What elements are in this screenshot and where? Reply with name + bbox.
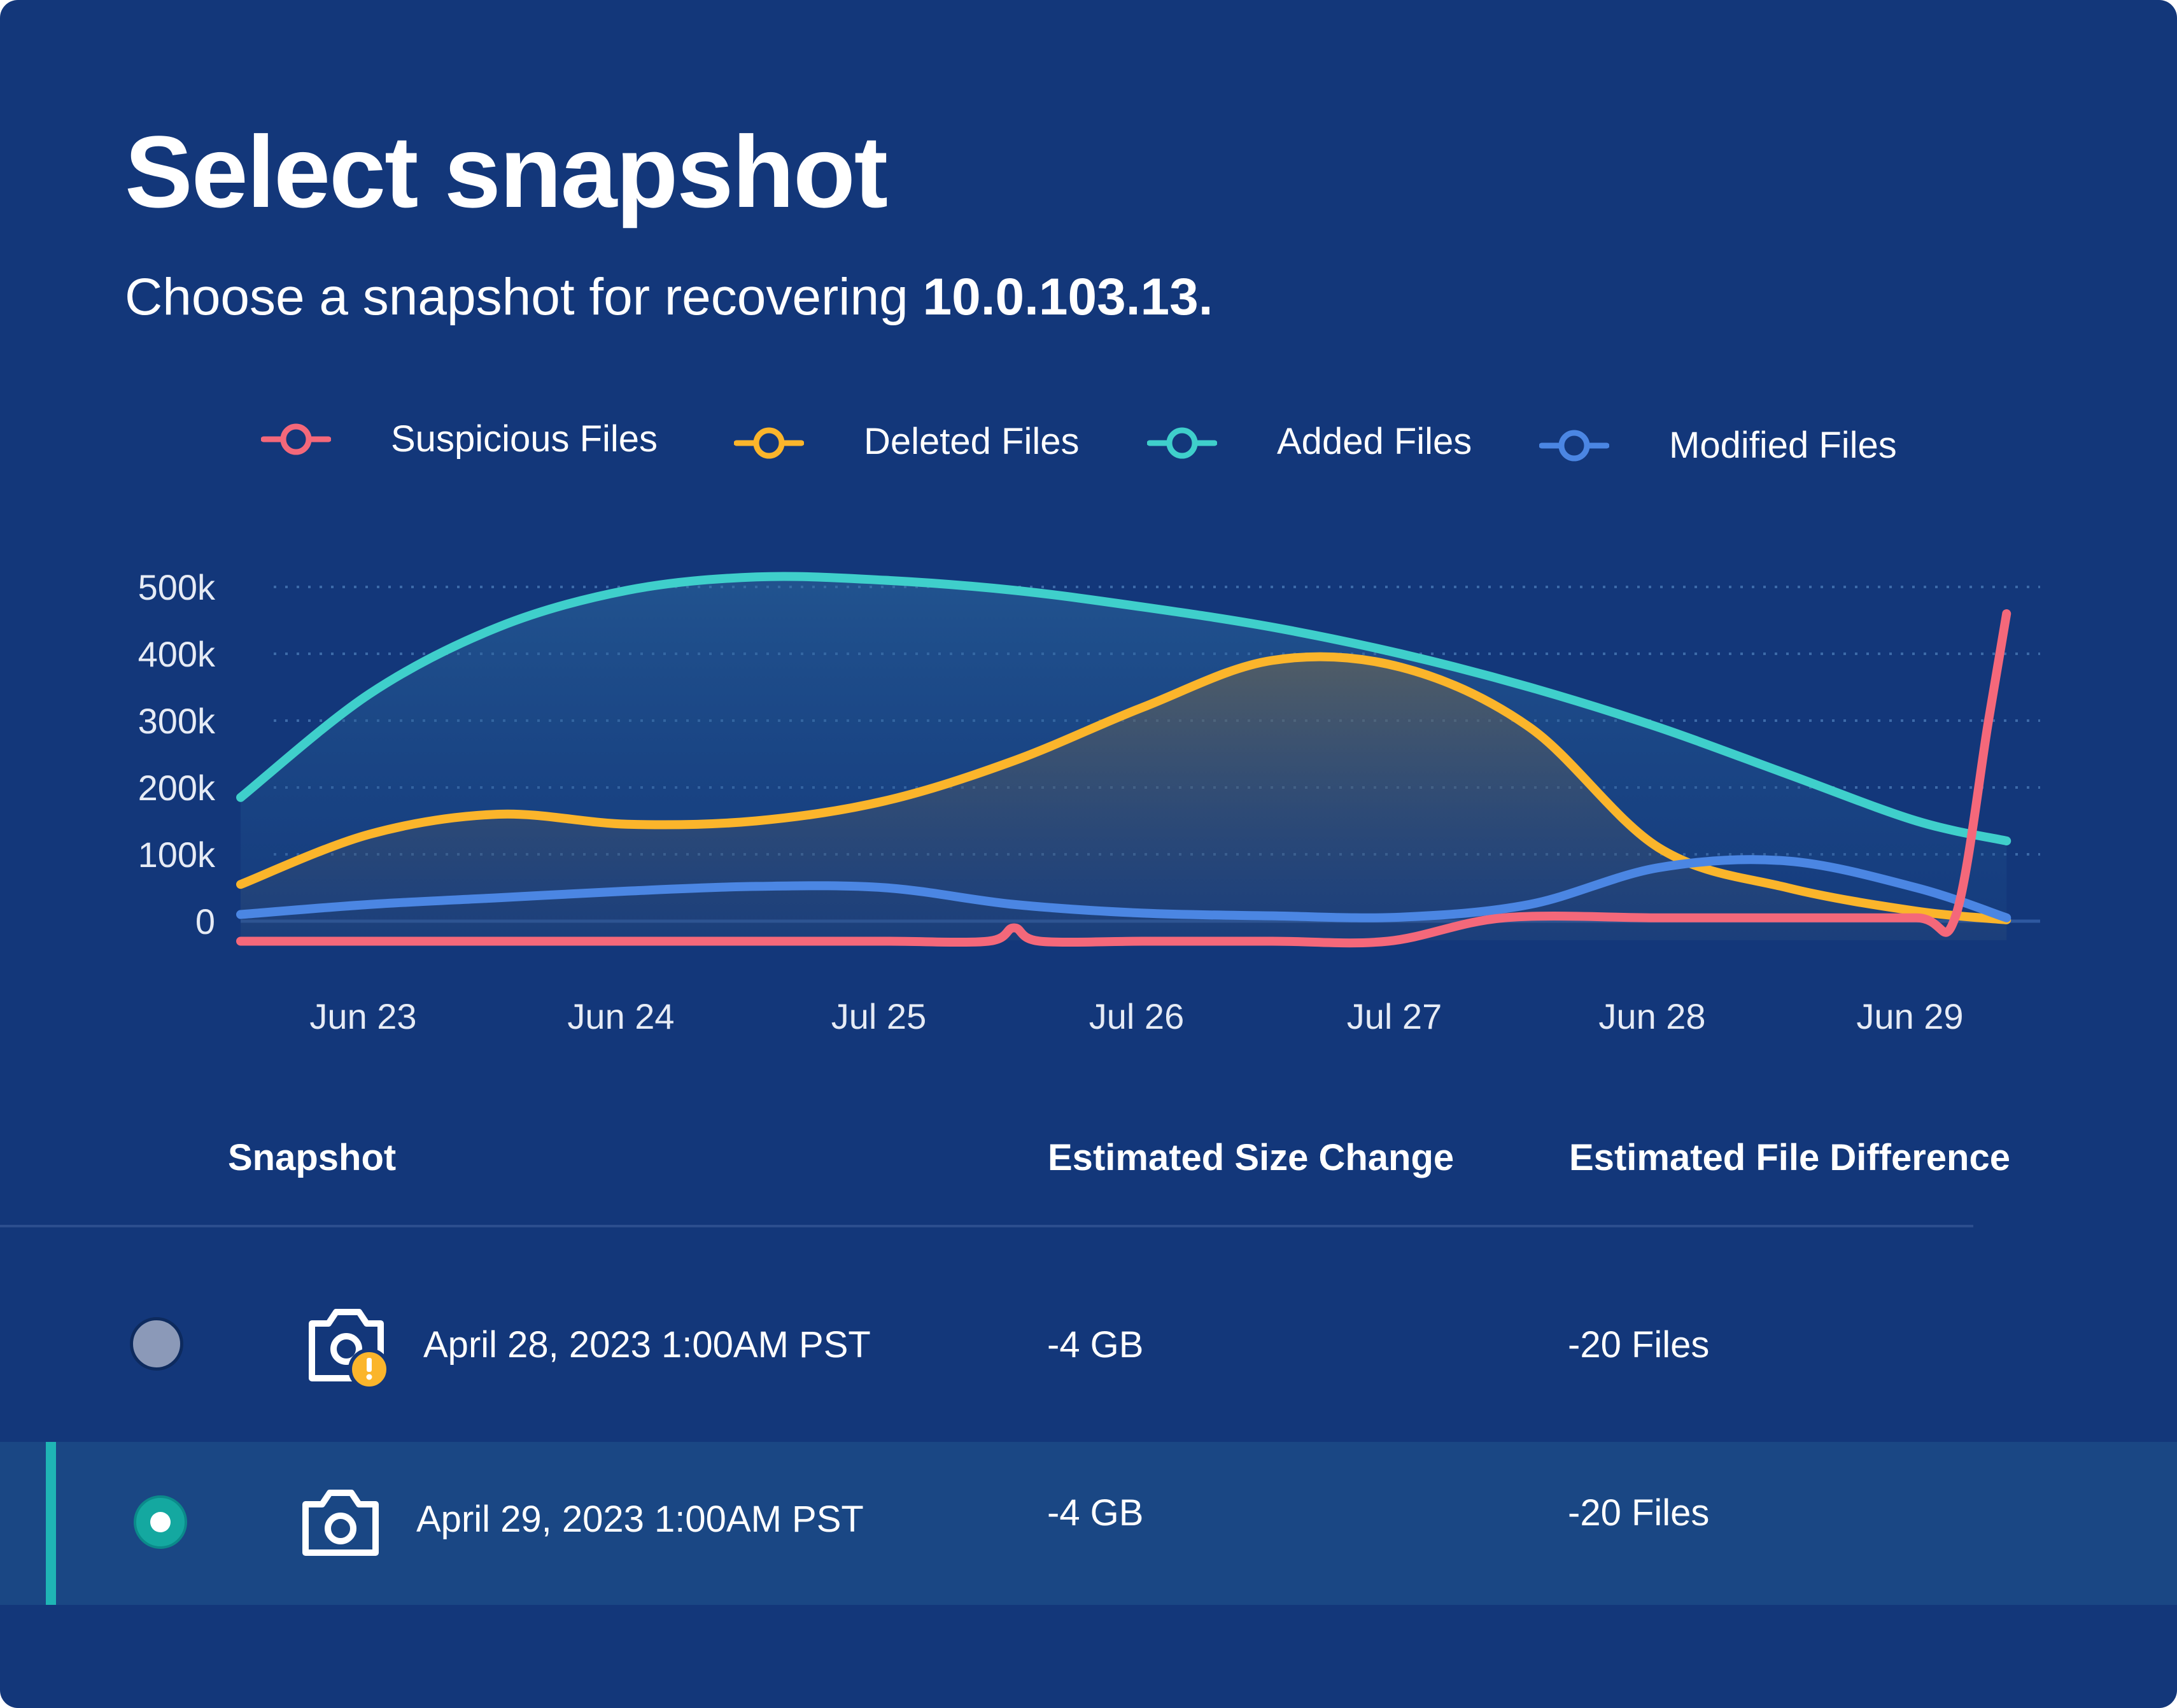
table-divider [0, 1225, 1973, 1227]
snapshot-radio[interactable] [130, 1317, 183, 1371]
snapshot-date: April 28, 2023 1:00AM PST [423, 1324, 871, 1366]
file-difference: -20 Files [1568, 1492, 1710, 1534]
chart-lines [236, 572, 2011, 948]
suspicious-files-line[interactable] [236, 609, 2011, 948]
y-tick-label: 500k [138, 567, 216, 607]
y-tick-label: 400k [138, 634, 216, 674]
column-header-file-difference[interactable]: Estimated File Difference [1569, 1137, 2010, 1178]
x-tick-label: Jun 29 [1856, 996, 1963, 1036]
subtitle-host: 10.0.103.13. [922, 268, 1213, 326]
size-change: -4 GB [1047, 1492, 1144, 1534]
modified-files-line[interactable] [236, 855, 2011, 922]
page-subtitle: Choose a snapshot for recovering 10.0.10… [125, 267, 1213, 327]
x-tick-label: Jul 27 [1347, 996, 1442, 1036]
file-difference: -20 Files [1568, 1324, 1710, 1366]
x-tick-label: Jun 24 [567, 996, 674, 1036]
y-tick-label: 200k [138, 768, 216, 808]
deleted-files-line[interactable] [236, 652, 2011, 924]
snapshot-date: April 29, 2023 1:00AM PST [416, 1499, 864, 1540]
selection-accent [46, 1442, 56, 1605]
subtitle-text: Choose a snapshot for recovering [125, 268, 923, 326]
y-tick-label: 300k [138, 701, 216, 741]
chart-areas [241, 576, 2007, 940]
x-tick-label: Jul 25 [831, 996, 926, 1036]
legend-label: Suspicious Files [391, 418, 658, 460]
x-tick-label: Jun 23 [309, 996, 416, 1036]
legend-marker-icon [1147, 427, 1217, 459]
legend-marker-icon [734, 427, 804, 459]
legend-marker-icon [261, 423, 331, 455]
x-tick-label: Jun 28 [1598, 996, 1705, 1036]
snapshot-radio-selected[interactable] [134, 1495, 187, 1549]
page-title: Select snapshot [125, 115, 888, 229]
legend-marker-icon [1539, 430, 1609, 462]
legend-label: Deleted Files [864, 421, 1080, 462]
added-files-line[interactable] [236, 572, 2011, 845]
size-change: -4 GB [1047, 1324, 1144, 1366]
y-tick-label: 100k [138, 835, 216, 875]
table-row[interactable]: April 28, 2023 1:00AM PST -4 GB -20 File… [0, 1262, 2177, 1425]
y-tick-label: 0 [195, 901, 215, 942]
camera-warning-icon [309, 1309, 390, 1387]
camera-icon [302, 1490, 379, 1556]
column-header-size-change[interactable]: Estimated Size Change [1048, 1137, 1455, 1178]
legend-label: Added Files [1277, 421, 1472, 462]
x-axis: Jun 23 Jun 24 Jul 25 Jul 26 Jul 27 Jun 28 Jun … [309, 996, 1963, 1036]
file-changes-chart: 500k 400k 300k 200k 100k 0 Jun 23 Jun 24 Jul 25… [138, 567, 2040, 1036]
legend-label: Modified Files [1669, 425, 1897, 466]
column-header-snapshot[interactable]: Snapshot [228, 1137, 397, 1178]
deleted-files-area [241, 656, 2007, 940]
table-row-selected[interactable]: April 29, 2023 1:00AM PST -4 GB -20 File… [0, 1442, 2177, 1605]
y-axis: 500k 400k 300k 200k 100k 0 [138, 567, 216, 942]
x-tick-label: Jul 26 [1089, 996, 1184, 1036]
